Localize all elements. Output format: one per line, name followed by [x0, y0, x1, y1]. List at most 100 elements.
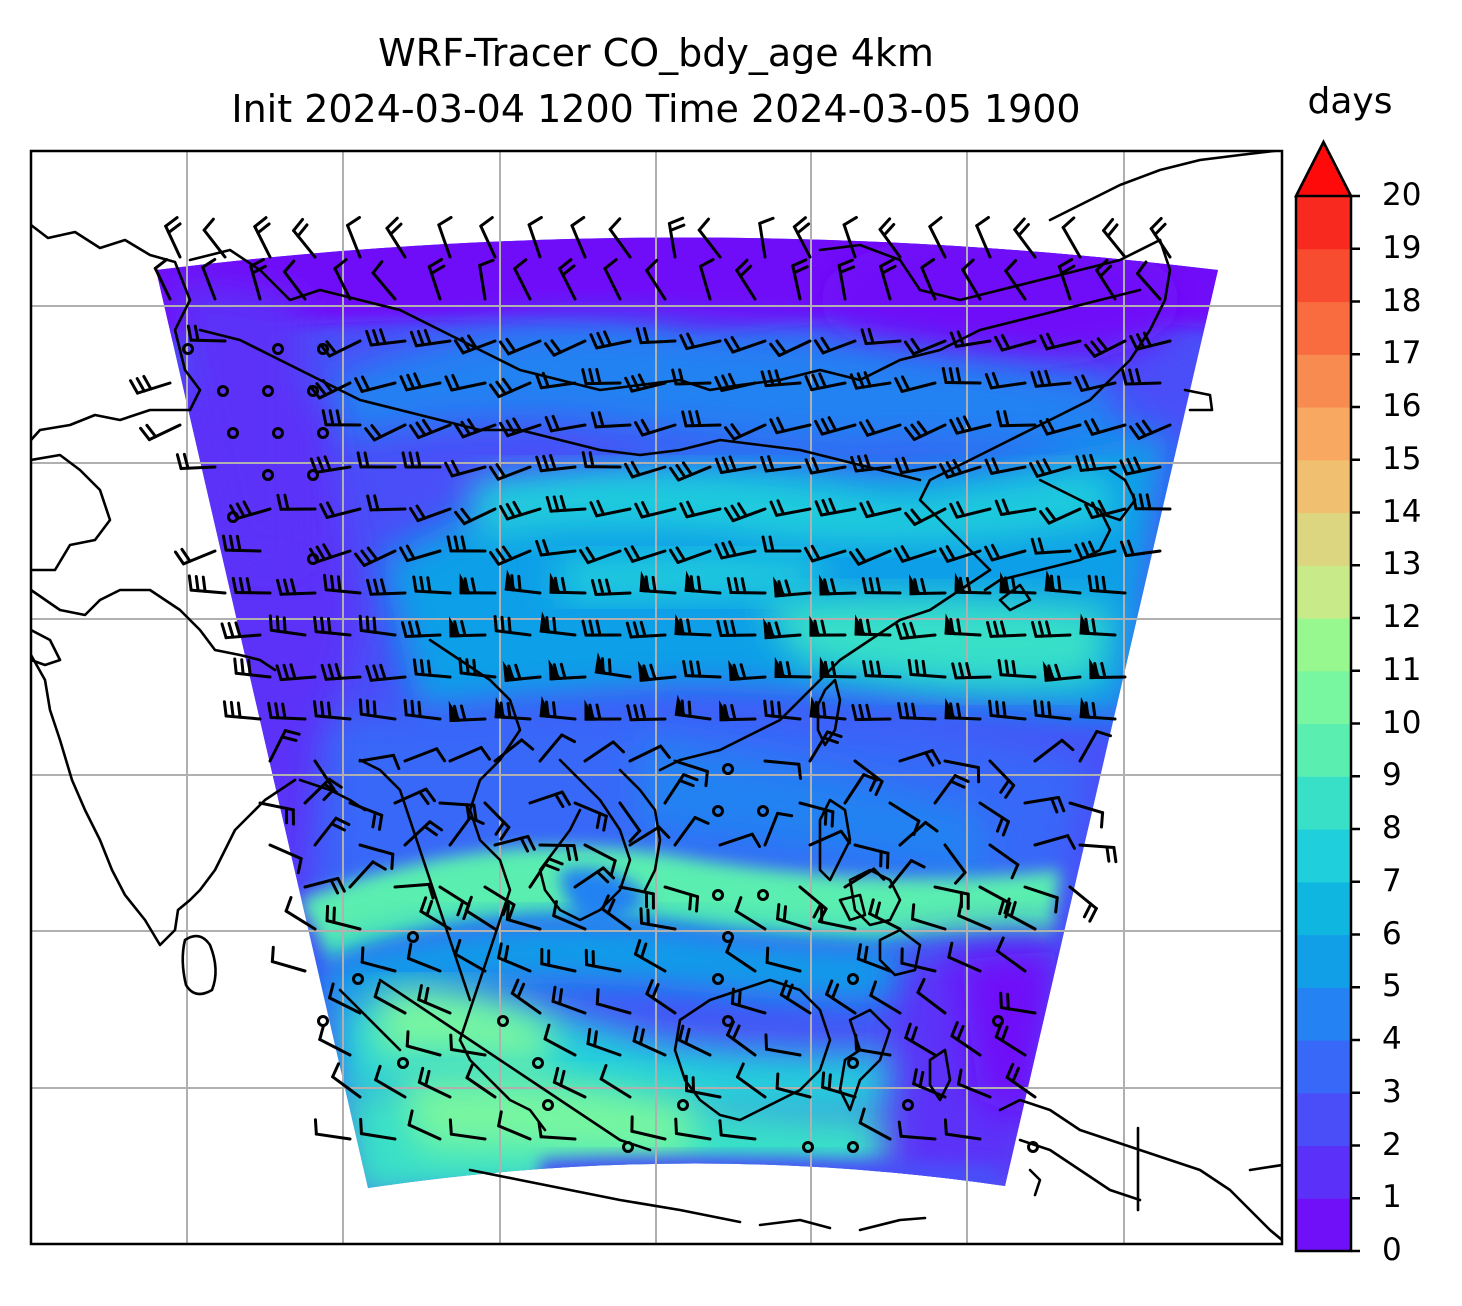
- wind-barb: [760, 369, 802, 388]
- wind-barb: [625, 620, 667, 639]
- wind-barb: [769, 339, 812, 357]
- wind-barb: [944, 697, 982, 721]
- wind-barb: [313, 615, 352, 637]
- wind-barb: [769, 499, 812, 517]
- wind-barb: [359, 1117, 397, 1141]
- wind-barb: [763, 759, 802, 781]
- wind-barb: [399, 544, 442, 563]
- wind-barb: [253, 216, 272, 259]
- calm-wind-circle: [317, 427, 329, 439]
- wind-barb: [444, 373, 487, 392]
- wind-barb: [1128, 419, 1172, 440]
- wind-barb: [868, 898, 902, 931]
- wind-barb: [270, 945, 307, 973]
- wind-barb: [331, 1062, 362, 1099]
- wind-barb: [545, 494, 587, 513]
- colorbar-tick-label: 0: [1382, 1232, 1402, 1268]
- wind-barb: [139, 423, 182, 442]
- wind-barb: [590, 411, 632, 429]
- colorbar-tick-label: 8: [1382, 810, 1402, 846]
- wind-barb: [267, 701, 307, 721]
- wind-barb: [539, 695, 577, 721]
- calm-wind-circle: [217, 385, 229, 397]
- wind-barb: [282, 259, 307, 301]
- wind-barb: [1078, 729, 1112, 763]
- wind-barb: [668, 461, 712, 482]
- wind-barb: [618, 885, 655, 910]
- wind-barb: [499, 500, 542, 521]
- wind-barb: [632, 1025, 667, 1057]
- wind-barb: [249, 258, 267, 301]
- wind-barb: [558, 258, 577, 301]
- wind-barb: [448, 700, 487, 723]
- colorbar-segment: [1296, 1198, 1351, 1252]
- wind-barb: [222, 700, 262, 721]
- wind-barb: [403, 747, 447, 763]
- calm-wind-circle: [712, 889, 724, 901]
- wind-barb: [405, 1030, 442, 1057]
- colorbar-segment: [1296, 723, 1351, 777]
- calm-wind-circle: [1027, 1141, 1039, 1153]
- colorbar-tick-label: 3: [1382, 1073, 1402, 1110]
- wind-barb: [679, 332, 722, 351]
- wind-barb: [943, 759, 981, 784]
- wind-barb: [319, 501, 362, 519]
- wind-barb: [760, 455, 802, 473]
- calm-wind-circles: [182, 343, 1039, 1153]
- wind-barb: [374, 1064, 407, 1099]
- wind-barb: [570, 215, 587, 259]
- colorbar-tick-label: 11: [1382, 651, 1422, 688]
- wind-barb: [804, 372, 847, 392]
- wind-barb: [860, 327, 902, 346]
- wind-barb: [995, 936, 1027, 973]
- wind-barb: [548, 659, 587, 681]
- wind-barb: [497, 1110, 532, 1141]
- wind-barb: [173, 547, 217, 566]
- wind-barb: [954, 572, 992, 595]
- wind-barb: [589, 330, 632, 350]
- wind-barb: [894, 456, 937, 475]
- wind-barb: [527, 215, 543, 259]
- wind-barb: [321, 409, 362, 427]
- wind-barb: [667, 216, 686, 259]
- wind-barb: [510, 978, 542, 1015]
- wind-barb: [393, 787, 436, 806]
- wind-barb: [804, 544, 847, 563]
- wind-barb: [730, 987, 767, 1015]
- wind-barb: [904, 420, 947, 442]
- wind-barb: [1079, 613, 1117, 637]
- wind-barb: [809, 615, 847, 637]
- wind-barb: [412, 658, 452, 679]
- wind-barb: [312, 700, 352, 721]
- plot-title-line-2: Init 2024-03-04 1200 Time 2024-03-05 190…: [231, 87, 1081, 131]
- wind-barb: [814, 416, 857, 436]
- wind-barb: [444, 459, 487, 478]
- wind-barb: [268, 843, 303, 875]
- wind-barb: [1079, 696, 1117, 721]
- wind-barb: [898, 749, 942, 767]
- wind-barb: [950, 1021, 982, 1057]
- wind-barb: [900, 947, 937, 973]
- wind-barb: [671, 368, 712, 386]
- wind-barb: [723, 502, 767, 523]
- wind-barb: [682, 659, 722, 679]
- wind-barb: [928, 216, 947, 259]
- wind-barb: [348, 860, 387, 889]
- wind-barb: [364, 423, 407, 442]
- wind-barb: [728, 659, 767, 681]
- wind-barb: [276, 493, 317, 511]
- wind-barb: [681, 410, 722, 428]
- wind-barb: [999, 572, 1037, 595]
- wind-barb: [589, 499, 632, 518]
- wind-barb: [409, 328, 452, 348]
- wind-barb: [779, 979, 812, 1015]
- wind-barb: [879, 258, 897, 301]
- wind-barb: [645, 979, 677, 1015]
- wind-barb: [608, 217, 632, 259]
- wind-barb: [949, 501, 992, 519]
- colorbar-segment: [1296, 512, 1351, 566]
- wind-barb: [590, 578, 632, 596]
- wind-barb: [600, 894, 632, 931]
- colorbar-segment: [1296, 881, 1351, 936]
- wind-barb: [920, 257, 937, 301]
